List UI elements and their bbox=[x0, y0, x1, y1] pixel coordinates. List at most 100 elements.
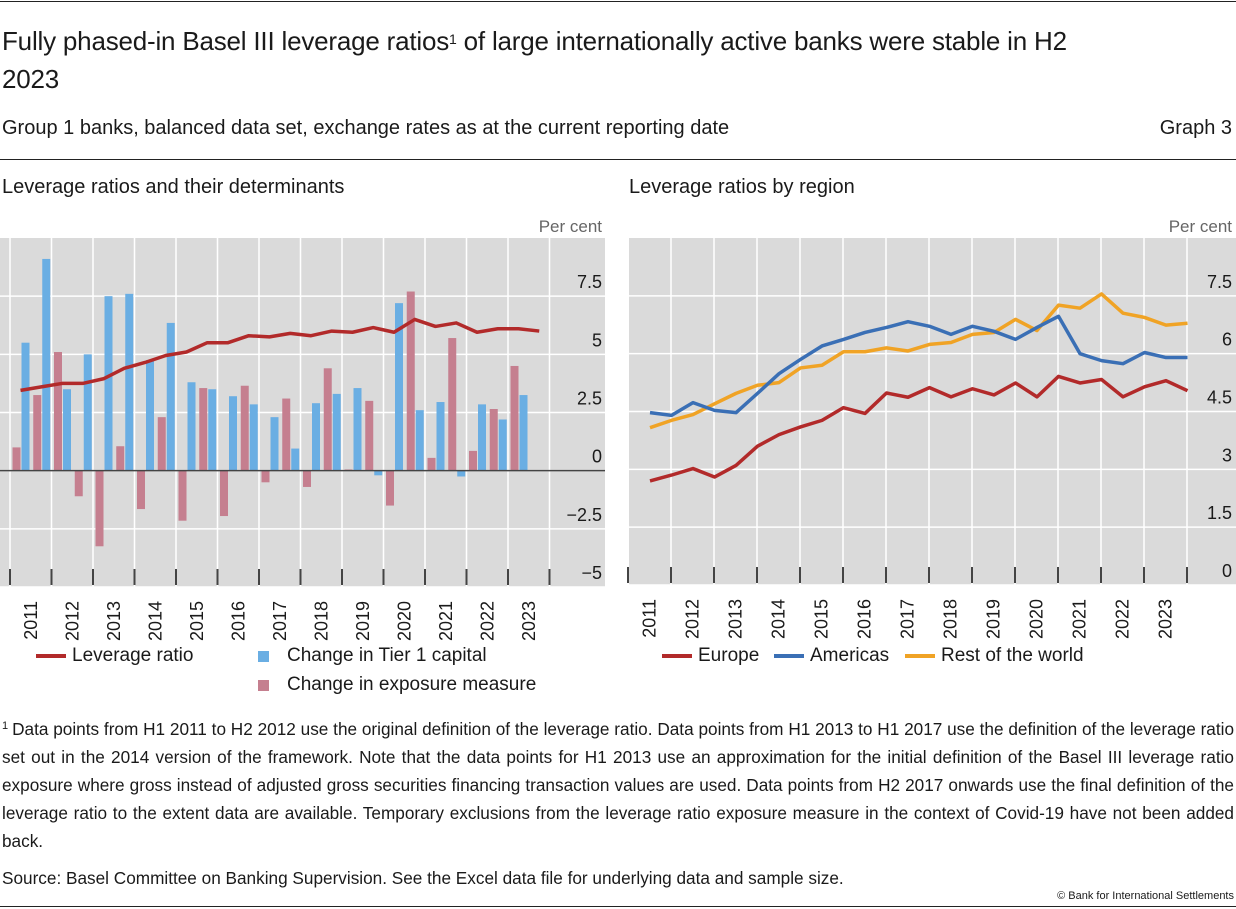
copyright: © Bank for International Settlements bbox=[1057, 890, 1234, 902]
x-tick-label: 2017 bbox=[270, 601, 290, 641]
legend-line-swatch bbox=[905, 654, 935, 658]
legend-label: Leverage ratio bbox=[72, 645, 194, 666]
x-tick-label: 2013 bbox=[104, 601, 124, 641]
bar-exposure-measure bbox=[74, 470, 83, 497]
bar-exposure-measure bbox=[386, 470, 394, 506]
y-tick-label: 0 bbox=[592, 447, 602, 467]
x-tick-label: 2019 bbox=[353, 601, 373, 641]
legend-box-swatch bbox=[258, 650, 269, 662]
x-tick-label: 2011 bbox=[640, 599, 660, 638]
x-tick-label: 2014 bbox=[769, 599, 789, 639]
y-tick-label: 6 bbox=[1222, 330, 1232, 350]
bottom-rule bbox=[0, 906, 1236, 907]
bar-exposure-measure bbox=[427, 457, 436, 471]
x-tick-label: 2023 bbox=[519, 601, 539, 641]
y-tick-label: 3 bbox=[1222, 445, 1232, 465]
line-leverage-ratio bbox=[20, 317, 540, 393]
graph-number: Graph 3 bbox=[1159, 117, 1232, 139]
legend-label: Rest of the world bbox=[941, 645, 1084, 666]
x-tick-label: 2012 bbox=[62, 601, 82, 641]
bar-tier1-capital bbox=[498, 419, 507, 471]
bar-exposure-measure bbox=[178, 470, 187, 521]
bar-exposure-measure bbox=[116, 446, 125, 471]
legend-line-swatch bbox=[662, 654, 692, 658]
bar-exposure-measure bbox=[199, 388, 208, 471]
x-tick-label: 2012 bbox=[683, 599, 703, 639]
bar-tier1-capital bbox=[21, 342, 30, 471]
legend-item-exposure-measure: Change in exposure measure bbox=[258, 674, 536, 696]
footnote-text: Data points from H1 2011 to H2 2012 use … bbox=[2, 719, 1234, 851]
legend-item-leverage-ratio: Leverage ratio bbox=[36, 645, 193, 667]
header-rule bbox=[0, 159, 1236, 160]
line-europe bbox=[649, 374, 1189, 483]
y-tick-label: 7.5 bbox=[577, 272, 602, 292]
bar-exposure-measure bbox=[469, 450, 477, 471]
x-tick-label: 2013 bbox=[726, 599, 746, 639]
y-tick-label: 5 bbox=[592, 330, 602, 350]
bar-exposure-measure bbox=[33, 395, 42, 471]
x-tick-label: 2019 bbox=[984, 599, 1004, 639]
bar-tier1-capital bbox=[395, 303, 403, 471]
bar-tier1-capital bbox=[125, 293, 134, 471]
bar-tier1-capital bbox=[146, 360, 154, 471]
x-tick-label: 2011 bbox=[21, 601, 41, 640]
x-tick-label: 2015 bbox=[187, 601, 207, 641]
y-tick-label: 2.5 bbox=[577, 389, 602, 409]
bar-exposure-measure bbox=[95, 470, 104, 547]
bar-tier1-capital bbox=[415, 410, 424, 471]
bar-tier1-capital bbox=[436, 402, 445, 471]
page-title: Fully phased-in Basel III leverage ratio… bbox=[2, 22, 1102, 98]
legend-box-swatch bbox=[258, 679, 269, 691]
bar-exposure-measure bbox=[12, 447, 21, 471]
legend-item-rest-of-world: Rest of the world bbox=[905, 645, 1084, 667]
bar-tier1-capital bbox=[457, 470, 466, 477]
source-note: Source: Basel Committee on Banking Super… bbox=[2, 868, 844, 888]
leverage-by-region-chart: 2011 2012 2013 2014 2015 2016 2017 2018 2019 2020… bbox=[627, 217, 1236, 639]
x-tick-label: 2020 bbox=[1027, 599, 1047, 639]
bar-tier1-capital bbox=[312, 403, 320, 471]
bar-exposure-measure bbox=[261, 470, 270, 483]
x-tick-label: 2016 bbox=[228, 601, 248, 641]
legend-item-europe: Europe bbox=[662, 645, 759, 667]
left-panel-title: Leverage ratios and their determinants bbox=[2, 176, 345, 198]
bar-tier1-capital bbox=[353, 388, 362, 471]
legend-label: Europe bbox=[698, 645, 760, 666]
bar-exposure-measure bbox=[137, 470, 145, 510]
footnote: 1 Data points from H1 2011 to H2 2012 use… bbox=[2, 715, 1234, 855]
y-tick-label: 7.5 bbox=[1207, 272, 1232, 292]
bar-exposure-measure bbox=[323, 368, 332, 471]
bar-exposure-measure bbox=[406, 291, 415, 471]
title-text-rest: of large internationally active banks we… bbox=[2, 26, 1067, 94]
bar-tier1-capital bbox=[291, 448, 300, 471]
line-americas bbox=[649, 314, 1188, 418]
x-tick-label: 2018 bbox=[941, 599, 961, 639]
y-tick-label: −5 bbox=[581, 563, 602, 583]
bar-exposure-measure bbox=[220, 470, 228, 517]
bar-exposure-measure bbox=[489, 409, 498, 471]
bar-tier1-capital bbox=[229, 396, 237, 471]
x-tick-label: 2022 bbox=[1113, 599, 1133, 639]
bar-tier1-capital bbox=[208, 389, 217, 471]
bar-exposure-measure bbox=[448, 338, 457, 471]
leverage-determinants-chart: 2011 2012 2013 2014 2015 2016 2017 2018 2019 2020… bbox=[0, 217, 605, 641]
bar-tier1-capital bbox=[83, 354, 92, 471]
bar-tier1-capital bbox=[374, 470, 383, 476]
bar-tier1-capital bbox=[270, 417, 279, 471]
bar-exposure-measure bbox=[157, 417, 166, 471]
y-tick-label: 4.5 bbox=[1207, 388, 1232, 408]
unit-label: Per cent bbox=[539, 217, 603, 236]
bar-tier1-capital bbox=[104, 296, 113, 471]
x-tick-label: 2014 bbox=[145, 601, 165, 641]
title-footnote-marker: 1 bbox=[449, 31, 457, 47]
bar-exposure-measure bbox=[240, 385, 249, 471]
bar-tier1-capital bbox=[63, 389, 71, 471]
legend-line-swatch bbox=[36, 654, 66, 658]
bar-tier1-capital bbox=[478, 404, 486, 471]
top-rule bbox=[0, 1, 1236, 2]
bar-tier1-capital bbox=[519, 395, 528, 471]
x-tick-label: 2016 bbox=[855, 599, 875, 639]
x-tick-label: 2021 bbox=[1070, 599, 1090, 639]
legend-label: Change in exposure measure bbox=[287, 674, 537, 695]
bar-exposure-measure bbox=[365, 400, 374, 471]
bar-tier1-capital bbox=[166, 322, 175, 471]
